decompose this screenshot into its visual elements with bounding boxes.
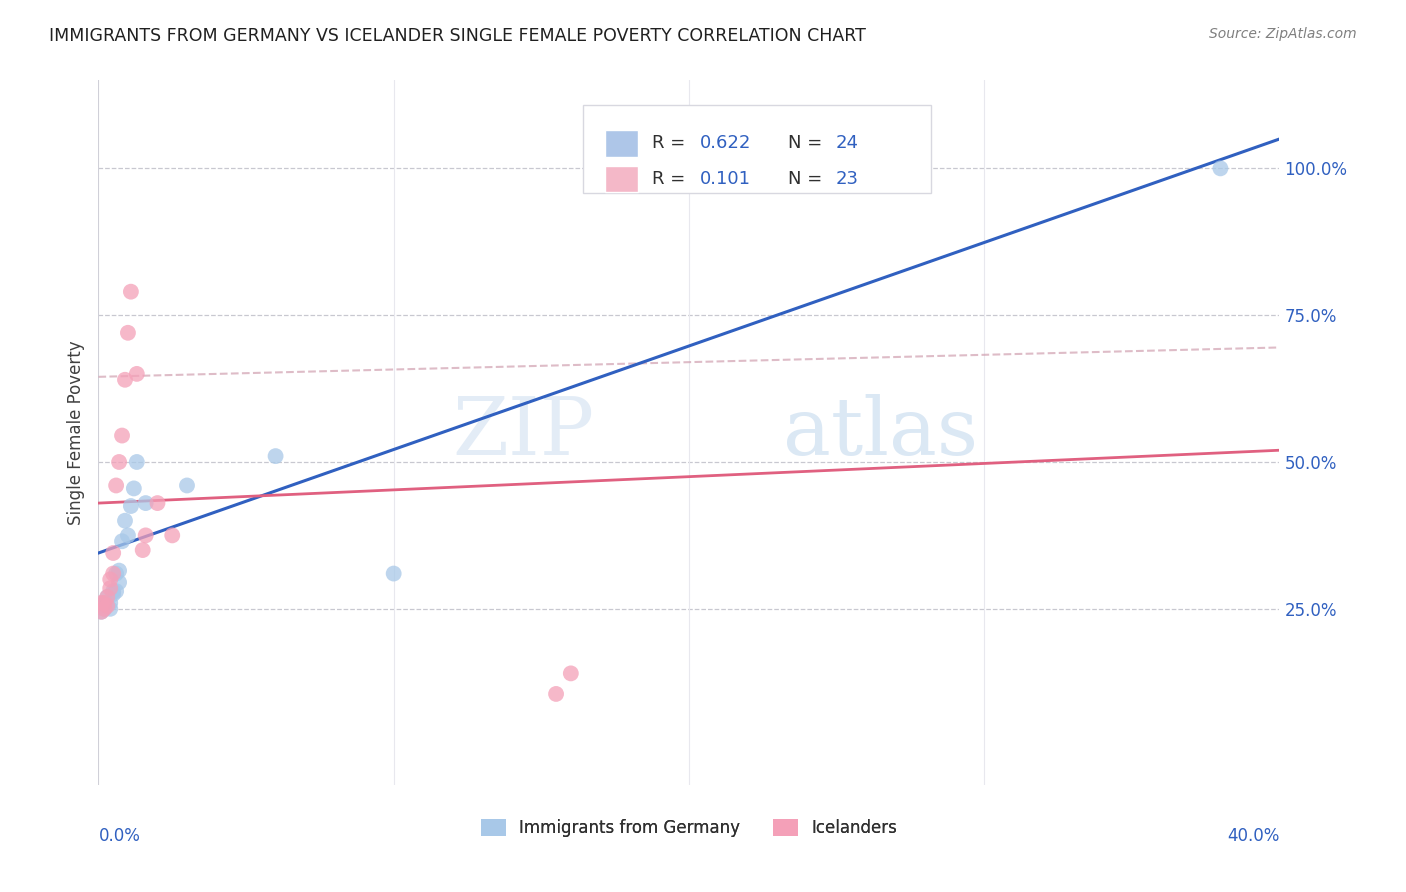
Text: R =: R = — [652, 135, 692, 153]
Point — [98, 573, 121, 587]
Point — [108, 455, 131, 469]
Point — [382, 566, 405, 581]
Point — [111, 534, 134, 549]
Point — [120, 285, 142, 299]
Point — [103, 587, 125, 601]
Point — [114, 514, 136, 528]
Point — [90, 596, 112, 610]
Point — [135, 496, 157, 510]
Point — [117, 528, 139, 542]
Point — [96, 590, 118, 604]
Text: N =: N = — [789, 170, 828, 188]
Text: ZIP: ZIP — [453, 393, 595, 472]
FancyBboxPatch shape — [605, 166, 638, 193]
Point — [90, 605, 112, 619]
Point — [146, 496, 169, 510]
Text: N =: N = — [789, 135, 828, 153]
Point — [98, 596, 121, 610]
Point — [122, 482, 145, 496]
Point — [125, 367, 148, 381]
Text: 0.622: 0.622 — [700, 135, 751, 153]
Point — [125, 455, 148, 469]
Point — [264, 449, 287, 463]
Point — [93, 601, 115, 615]
Point — [103, 584, 125, 599]
Text: 23: 23 — [835, 170, 859, 188]
Point — [108, 564, 131, 578]
FancyBboxPatch shape — [605, 130, 638, 157]
Point — [560, 666, 582, 681]
Point — [105, 566, 128, 581]
Legend: Immigrants from Germany, Icelanders: Immigrants from Germany, Icelanders — [474, 812, 904, 844]
Text: 24: 24 — [835, 135, 859, 153]
Point — [176, 478, 198, 492]
Point — [93, 601, 115, 615]
Point — [90, 599, 112, 613]
Text: 0.101: 0.101 — [700, 170, 751, 188]
Point — [1209, 161, 1232, 176]
Text: Source: ZipAtlas.com: Source: ZipAtlas.com — [1209, 27, 1357, 41]
Text: IMMIGRANTS FROM GERMANY VS ICELANDER SINGLE FEMALE POVERTY CORRELATION CHART: IMMIGRANTS FROM GERMANY VS ICELANDER SIN… — [49, 27, 866, 45]
Point — [111, 428, 134, 442]
Text: atlas: atlas — [783, 393, 979, 472]
Point — [96, 590, 118, 604]
Point — [103, 546, 125, 560]
Y-axis label: Single Female Poverty: Single Female Poverty — [66, 341, 84, 524]
Point — [117, 326, 139, 340]
Point — [108, 575, 131, 590]
FancyBboxPatch shape — [582, 105, 931, 193]
Point — [105, 478, 128, 492]
Text: R =: R = — [652, 170, 697, 188]
Point — [105, 584, 128, 599]
Point — [132, 543, 155, 558]
Point — [90, 605, 112, 619]
Point — [96, 599, 118, 613]
Point — [98, 581, 121, 595]
Point — [162, 528, 183, 542]
Point — [98, 601, 121, 615]
Text: 40.0%: 40.0% — [1227, 827, 1279, 846]
Point — [93, 596, 115, 610]
Point — [103, 566, 125, 581]
Point — [114, 373, 136, 387]
Point — [93, 596, 115, 610]
Point — [546, 687, 568, 701]
Point — [120, 499, 142, 513]
Text: 0.0%: 0.0% — [98, 827, 141, 846]
Point — [135, 528, 157, 542]
